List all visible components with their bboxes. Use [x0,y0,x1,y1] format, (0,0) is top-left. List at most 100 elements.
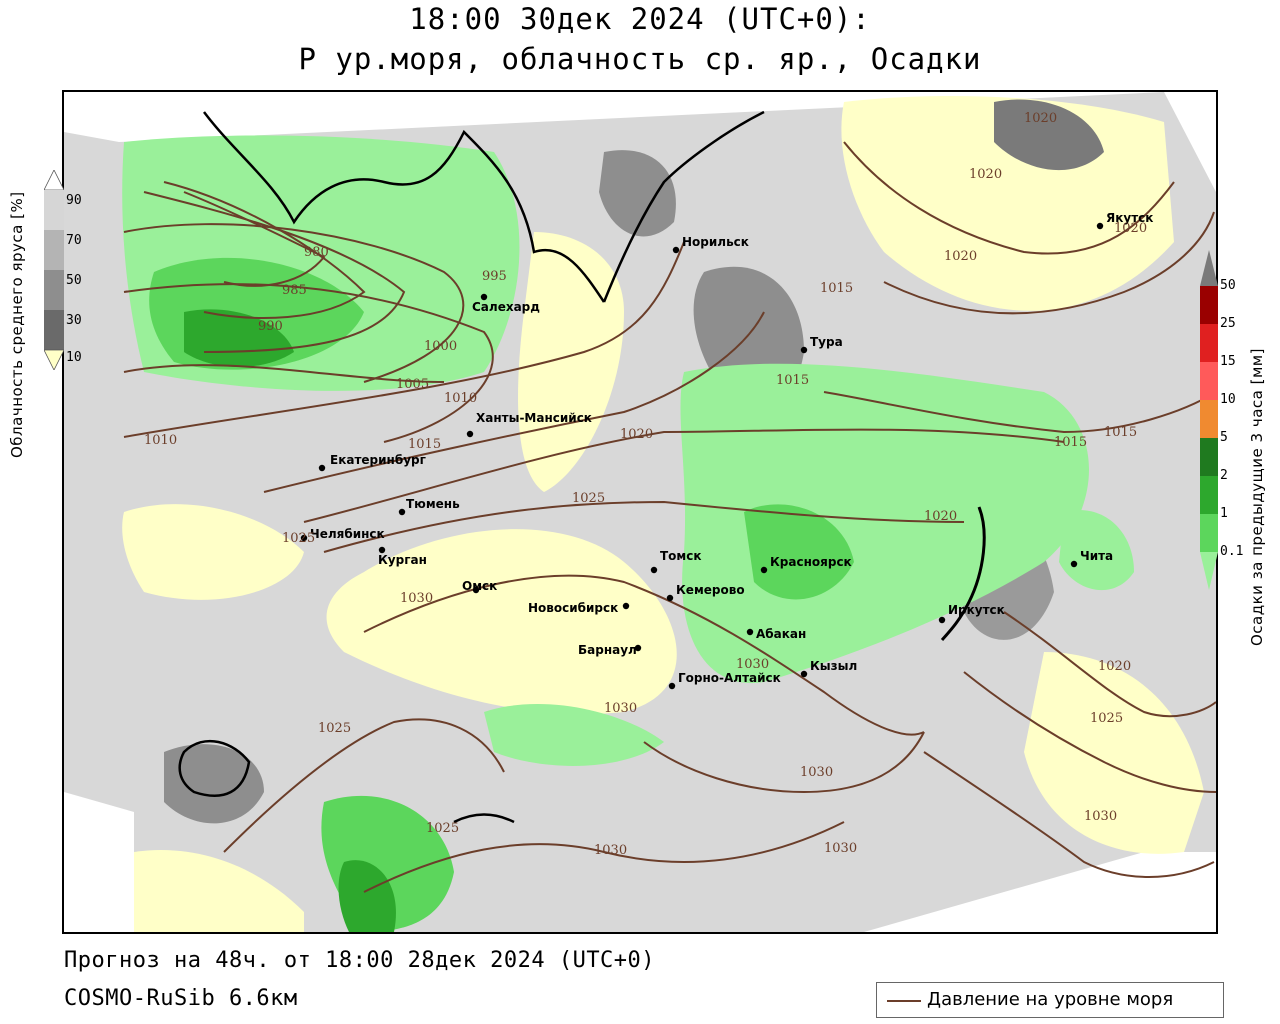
city-marker [398,508,406,516]
city-label: Екатеринбург [330,453,426,467]
lake-baikal [940,506,986,641]
isobar-label: 1030 [400,591,433,606]
city-marker [300,534,308,542]
isobar-label: 1020 [620,427,653,442]
isobar-label: 1030 [824,841,857,856]
city-marker [668,682,676,690]
precip-tick-25: 25 [1220,316,1236,331]
title-line-2: P ур.моря, облачность ср. яр., Осадки [298,42,982,76]
precip-tick-10: 10 [1220,392,1236,407]
cloud-tick-30: 30 [66,313,82,328]
clear-area-southwest [134,850,304,932]
clear-area-east [1024,652,1204,854]
model-name: COSMO-RuSib 6.6км [64,986,298,1011]
city-marker [1096,222,1104,230]
precip-tick-15: 15 [1220,354,1236,369]
yamal-coastline [602,110,765,303]
isobar-1015-north [883,211,1215,315]
isobar-label: 990 [258,319,283,334]
city-marker [634,644,642,652]
precip-scale-bar [1200,250,1218,590]
city-label: Горно-Алтайск [678,671,781,685]
precip-tick-2: 2 [1220,468,1228,483]
city-marker [480,293,488,301]
isobar-995 [123,223,465,383]
isobar-985 [163,181,366,319]
isobar-label: 980 [304,245,329,260]
city-marker [800,346,808,354]
city-label: Тюмень [406,497,460,511]
isobar-1030-southeast [643,731,925,794]
city-marker [666,594,674,602]
city-marker [466,430,474,438]
isobar-1005 [123,364,445,383]
isobar-1025-south [223,718,505,853]
title-line-1: 18:00 30дек 2024 (UTC+0): [409,2,871,36]
city-marker [318,464,326,472]
city-label: Барнаул [578,643,637,657]
dense-cloud-yamal [599,150,676,237]
city-marker [622,602,630,610]
isobar-label: 1030 [594,843,627,858]
city-marker [800,670,808,678]
precip-band-50 [1200,286,1218,324]
isobar-label: 1025 [318,721,351,736]
weather-map: Норильск Тура Якутск Салехард Ханты-Мансийск… [62,90,1218,934]
precip-band-5 [1200,438,1218,476]
precip-area-krasnoyarsk [744,504,854,600]
isobar-1020-north [843,141,1175,255]
isobar-label: 1025 [572,491,605,506]
isobar-label: 1010 [144,433,177,448]
isobar-label: 1015 [1054,435,1087,450]
precip-scale-top-arrow [1200,250,1218,286]
isobar-1000 [123,283,494,443]
isobar-1015-east [823,391,1216,434]
isobar-1020-mid [303,428,1065,523]
precip-scale-bottom-arrow [1200,552,1218,590]
clear-area-south-ural [122,504,305,600]
cloud-scale-band-30 [44,310,64,350]
city-label: Абакан [756,627,806,641]
cloud-scale-band-70 [44,230,64,270]
cloud-tick-50: 50 [66,273,82,288]
isobar-label: 1020 [1114,221,1147,236]
isobar-label: 1015 [776,373,809,388]
pressure-legend-label: Давление на уровне моря [927,989,1174,1010]
city-label: Новосибирск [528,601,618,615]
isobar-1010 [123,241,685,438]
aral-coast [453,813,515,824]
precip-band-1 [1200,514,1218,552]
city-label: Курган [378,553,427,567]
city-label: Челябинск [310,527,385,541]
city-label: Тура [810,335,843,349]
precip-band-10 [1200,400,1218,438]
precip-band-25 [1200,324,1218,362]
isobar-label: 1020 [924,509,957,524]
isobar-1015-west [263,311,765,493]
isobar-label: 1030 [800,765,833,780]
isobar-label: 1030 [736,657,769,672]
isobar-label: 1000 [424,339,457,354]
isobar-1030-east [923,751,1215,878]
city-marker [472,586,480,594]
city-label: Норильск [682,235,749,249]
isobar-label: 1025 [282,531,315,546]
city-marker [746,628,754,636]
city-label: Кызыл [810,659,857,673]
isobar-1025-mid [323,500,965,553]
caspian-coast [178,739,251,797]
arctic-coastline [203,111,606,303]
cloud-scale-top-arrow [44,170,64,191]
cloud-tick-90: 90 [66,193,82,208]
city-label: Кемерово [676,583,745,597]
city-marker [378,546,386,554]
isobar-label: 1030 [604,701,637,716]
isobar-label: 1020 [944,249,977,264]
forecast-info: Прогноз на 48ч. от 18:00 28дек 2024 (UTC… [64,948,656,973]
city-label: Якутск [1106,211,1153,225]
clear-area-kazakhstan [326,529,677,714]
cloud-scale-label: Облачность среднего яруса [%] [8,191,26,458]
cloud-tick-10: 10 [66,350,82,365]
cloud-scale-band-50 [44,270,64,310]
isobar-label: 1030 [1084,809,1117,824]
